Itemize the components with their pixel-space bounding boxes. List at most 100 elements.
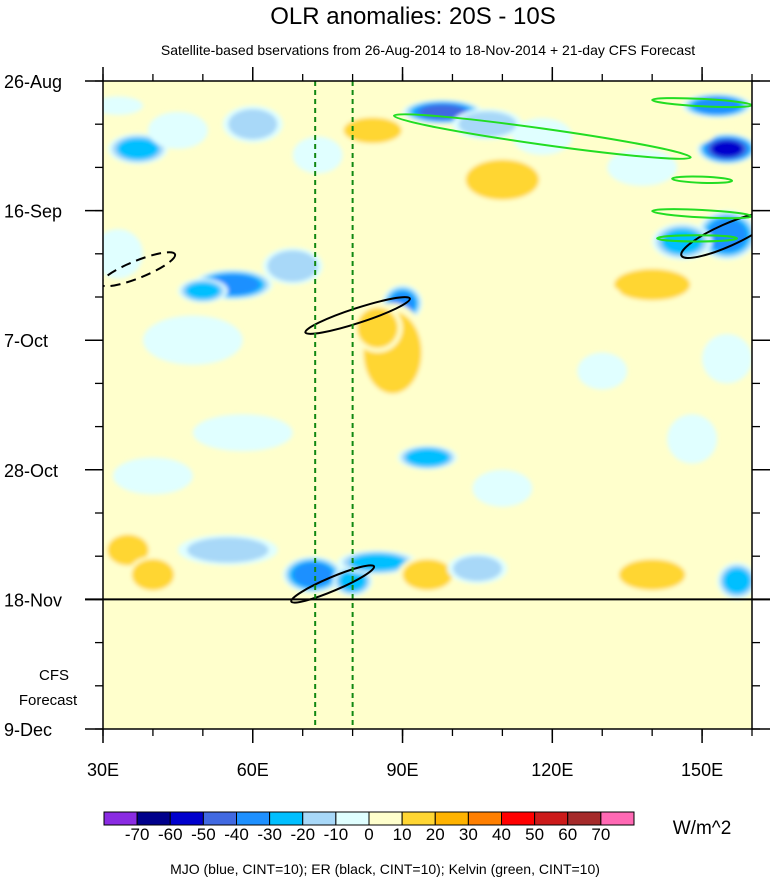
colorbar-label: 0	[364, 825, 373, 844]
anomaly-patch	[103, 96, 143, 115]
forecast-label-line1: CFS	[39, 667, 69, 684]
anomaly-patch	[267, 250, 319, 282]
colorbar-swatch	[169, 811, 204, 826]
colorbar-label: 40	[492, 825, 511, 844]
anomaly-patch	[458, 111, 517, 137]
anomaly-patch	[185, 282, 221, 300]
colorbar-unit: W/m^2	[673, 818, 732, 839]
colorbar-swatch	[600, 811, 635, 826]
colorbar-swatch	[269, 811, 304, 826]
axes: 30E 60E 90E 120E 150E 26-Aug 16-Sep 7-Oct 28-Oct…	[4, 67, 770, 780]
anomaly-patch	[462, 297, 513, 335]
anomaly-patch	[507, 377, 578, 415]
y-tick-label: 18-Nov	[4, 590, 62, 610]
anomaly-patch	[702, 334, 752, 384]
colorbar-label: -20	[290, 825, 315, 844]
anomaly-patch	[103, 229, 143, 279]
colorbar-label: 10	[393, 825, 412, 844]
colorbar-label: -60	[158, 825, 183, 844]
colorbar-label: 50	[525, 825, 544, 844]
anomaly-patch	[452, 555, 502, 582]
plot-frame	[102, 80, 753, 730]
er-contour	[304, 296, 411, 335]
chart-subtitle: Satellite-based bservations from 26-Aug-…	[161, 42, 695, 58]
y-tick-label: 7-Oct	[4, 331, 48, 351]
anomaly-patch	[357, 307, 398, 349]
anomaly-patch	[292, 562, 333, 588]
anomaly-patch	[552, 281, 623, 313]
x-tick-label: 90E	[387, 760, 419, 780]
anomaly-patch	[722, 567, 752, 594]
colorbar-label: -30	[257, 825, 282, 844]
colorbar-label: -70	[125, 825, 150, 844]
anomaly-patch	[131, 559, 175, 591]
er-contour	[680, 211, 752, 259]
anomaly-patch	[327, 371, 378, 433]
colorbar-swatch	[401, 811, 436, 826]
anomaly-patch	[667, 414, 718, 464]
colorbar-swatch	[434, 811, 469, 826]
anomaly-patch	[343, 117, 402, 144]
colorbar-swatch	[236, 811, 271, 826]
colorbar-swatch	[467, 811, 502, 826]
colorbar-label: -10	[324, 825, 349, 844]
y-tick-label: 28-Oct	[4, 461, 58, 481]
anomaly-patch	[637, 315, 718, 353]
y-tick-label: 16-Sep	[4, 202, 62, 222]
anomaly-patch	[107, 534, 149, 566]
colorbar-swatch	[501, 811, 536, 826]
x-tick-label: 30E	[87, 760, 119, 780]
anomaly-patch	[512, 118, 573, 156]
anomaly-patch	[577, 352, 628, 390]
er-contour	[290, 564, 376, 604]
colorbar-label: -50	[191, 825, 216, 844]
colorbar-label: 70	[591, 825, 610, 844]
x-tick-label: 150E	[681, 760, 723, 780]
anomaly-patch	[292, 136, 343, 174]
colorbar-swatch	[302, 811, 337, 826]
y-tick-label: 26-Aug	[4, 72, 62, 92]
anomaly-patch	[619, 559, 686, 591]
anomaly-patch	[116, 137, 160, 160]
anomaly-patch	[614, 269, 691, 301]
forecast-label-line2: Forecast	[19, 692, 78, 709]
anomaly-patch	[228, 109, 278, 140]
anomaly-patch	[542, 198, 623, 236]
anomaly-patch	[657, 114, 718, 146]
colorbar-swatch	[136, 811, 171, 826]
anomaly-patch	[142, 315, 243, 365]
colorbar: -70 -60 -50 -40 -30 -20 -10 0 10 20 30 40 50 60 70	[103, 811, 635, 844]
er-contour	[103, 251, 177, 288]
colorbar-swatch	[202, 811, 237, 826]
colorbar-swatch	[567, 811, 602, 826]
anomaly-patch	[192, 414, 293, 452]
footer-note: MJO (blue, CINT=10); ER (black, CINT=10)…	[170, 861, 600, 877]
anomaly-patch	[112, 457, 193, 495]
colorbar-label: 60	[558, 825, 577, 844]
colorbar-swatch	[368, 811, 403, 826]
anomaly-patch	[472, 469, 533, 507]
colorbar-label: 30	[459, 825, 478, 844]
colorbar-swatch	[335, 811, 370, 826]
anomaly-patch	[465, 159, 540, 200]
plot-background	[103, 81, 752, 729]
anomaly-patch	[405, 448, 450, 467]
x-tick-label: 120E	[531, 760, 573, 780]
colorbar-swatch	[534, 811, 569, 826]
anomaly-patch	[147, 111, 208, 149]
plot-area	[85, 80, 770, 730]
anomaly-patch	[402, 559, 453, 591]
kelvin-contour	[393, 113, 692, 160]
x-tick-label: 60E	[237, 760, 269, 780]
anomaly-patch	[267, 185, 318, 223]
anomaly-patch	[522, 543, 583, 581]
colorbar-swatch	[103, 811, 138, 826]
kelvin-contour	[671, 175, 734, 184]
y-tick-label: 9-Dec	[4, 720, 52, 740]
kelvin-contour	[656, 234, 739, 243]
chart-title: OLR anomalies: 20S - 10S	[270, 3, 555, 30]
anomaly-patch	[187, 537, 269, 563]
colorbar-label: 20	[426, 825, 445, 844]
anomaly-patch	[711, 140, 744, 158]
